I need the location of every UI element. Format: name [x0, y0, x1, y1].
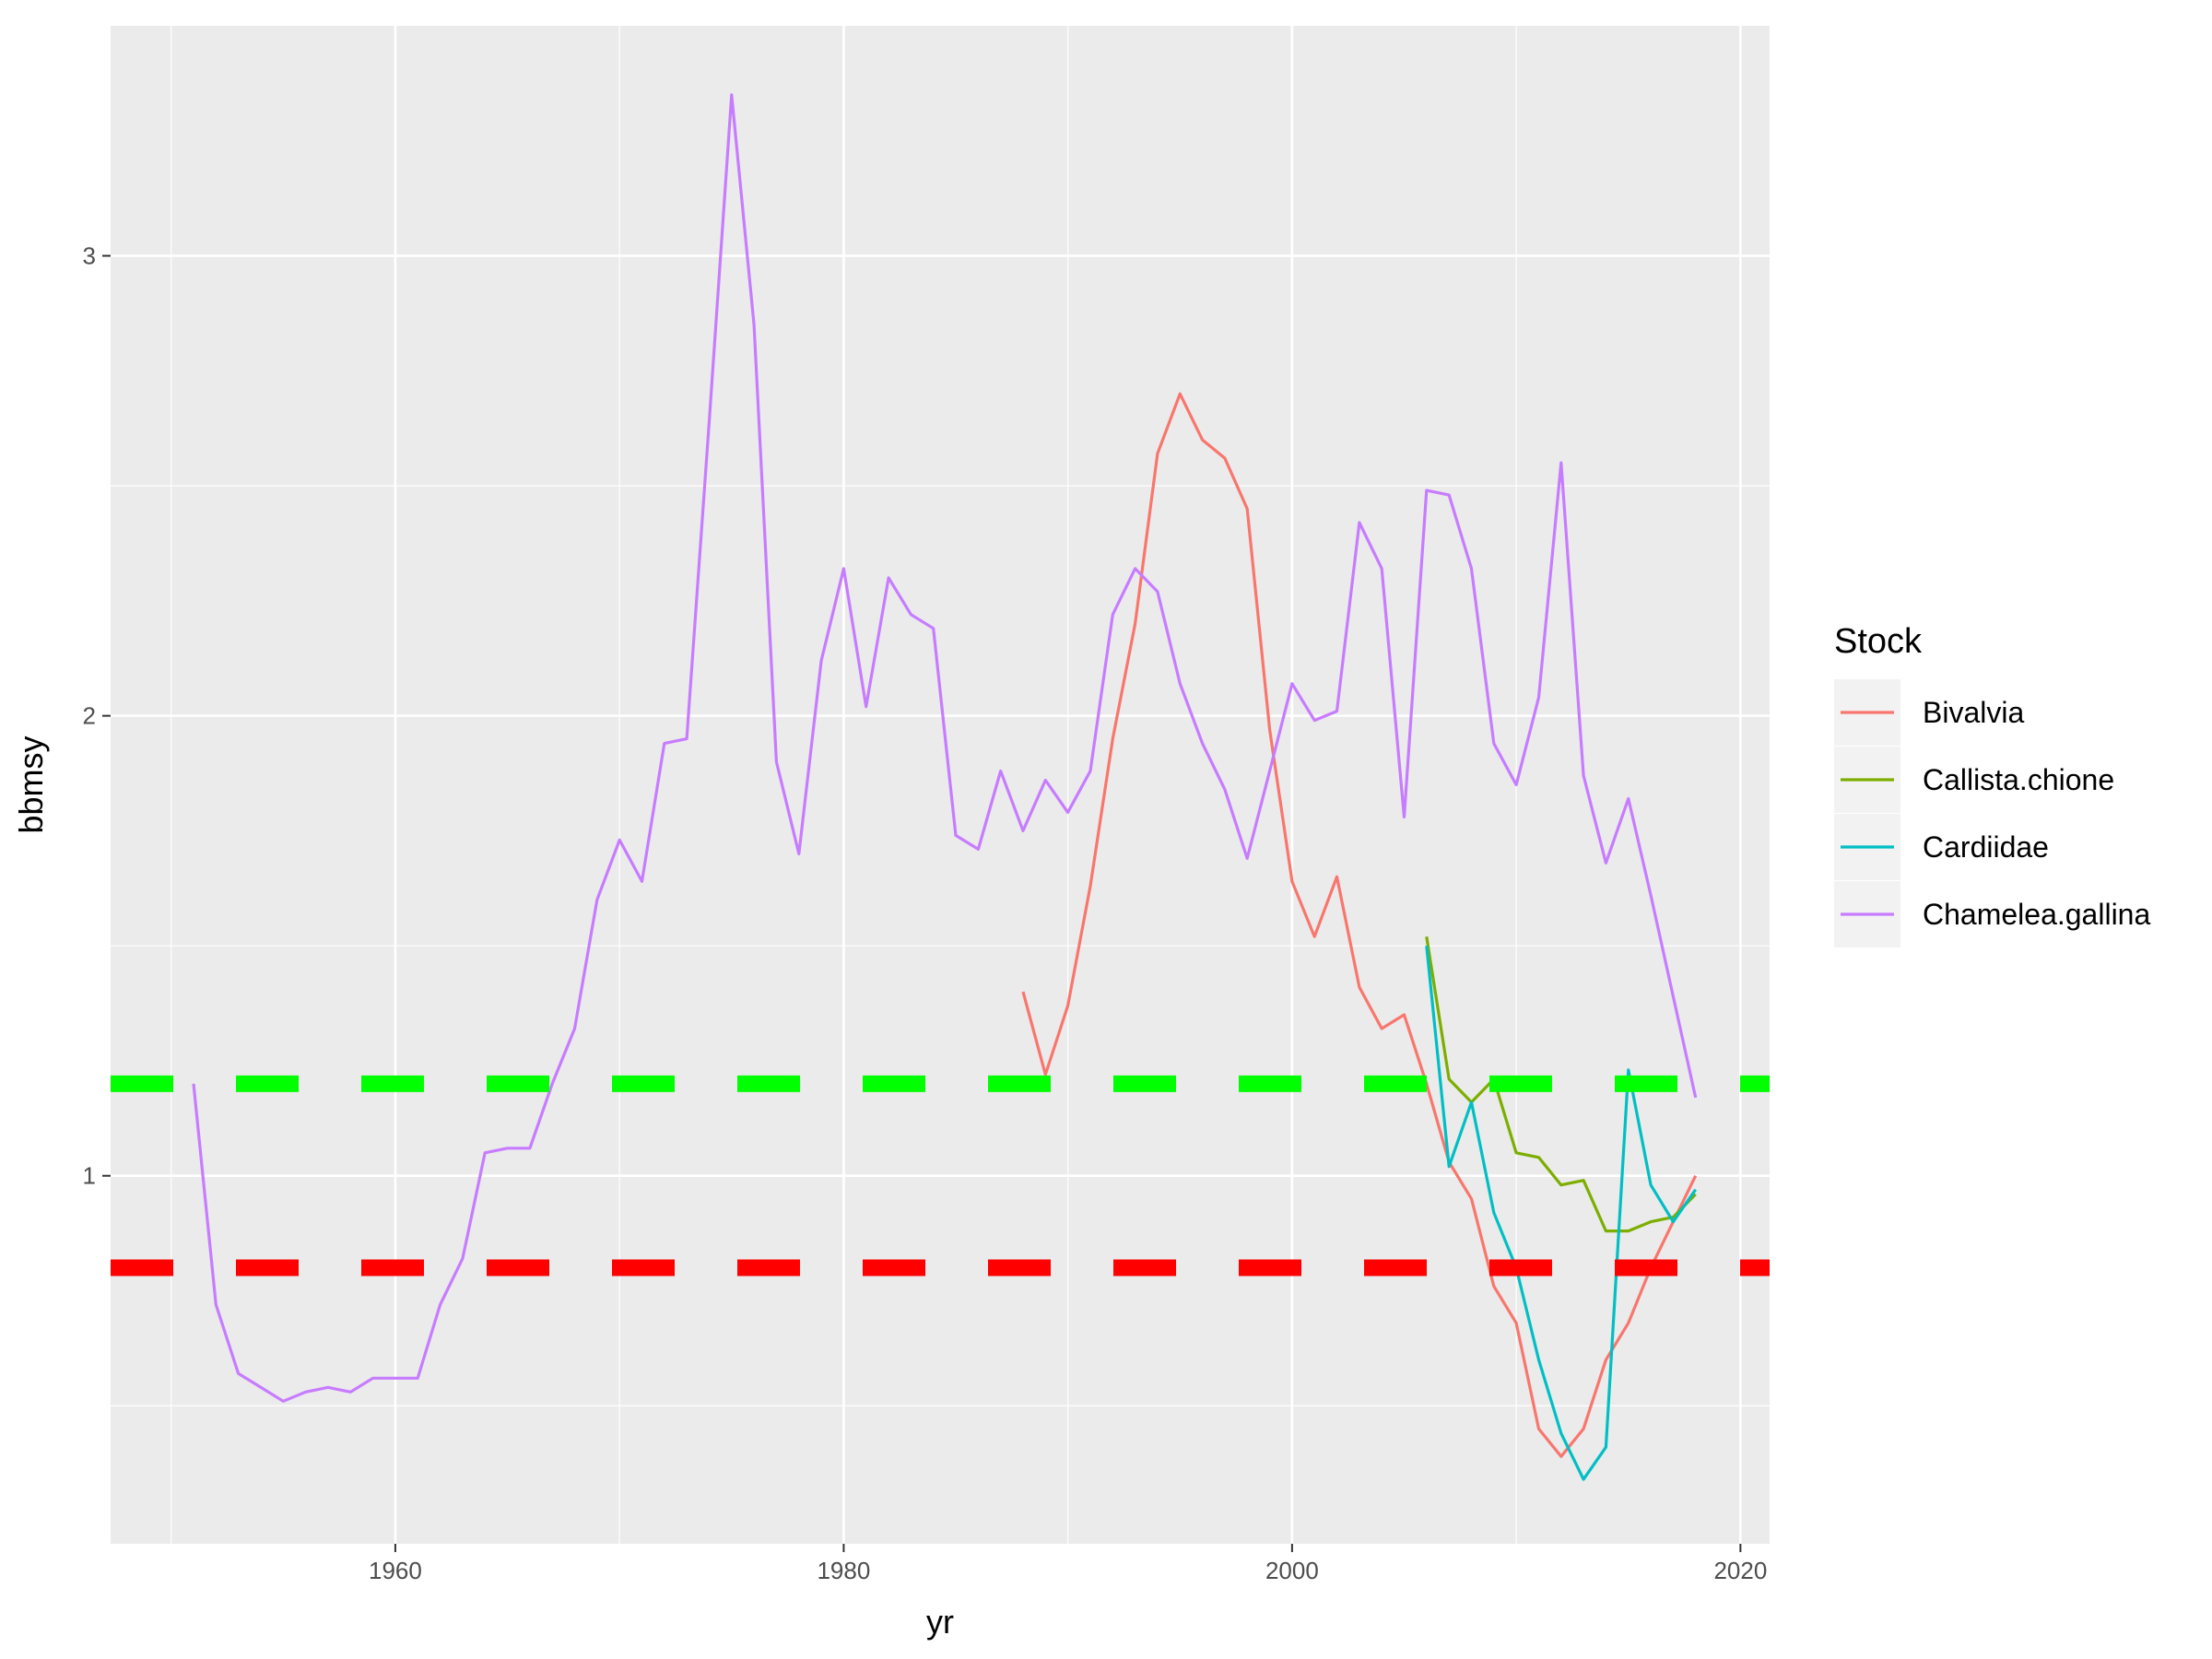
legend-title: Stock [1834, 622, 1923, 661]
legend-label: Bivalvia [1923, 696, 2024, 729]
x-tick-label: 1980 [817, 1557, 870, 1584]
y-tick-labels: 1 2 3 [83, 242, 96, 1190]
legend-label: Chamelea.gallina [1923, 898, 2150, 931]
series-line-cardiidae [1425, 946, 1698, 1481]
series-line-bivalvia [1021, 392, 1698, 1458]
axis-ticks [102, 254, 1742, 1552]
plot-panel [111, 26, 1770, 1544]
legend-label: Cardiidae [1923, 830, 2049, 864]
y-tick-label: 2 [83, 702, 96, 730]
reference-lines [111, 1075, 1770, 1277]
x-axis-title: yr [926, 1603, 954, 1641]
legend: Stock Bivalvia Callista.chione Cardiidae Ch… [1834, 622, 2150, 947]
legend-label: Callista.chione [1923, 763, 2114, 796]
x-tick-label: 2000 [1265, 1557, 1319, 1584]
y-axis-title: bbmsy [12, 735, 50, 833]
grid-minor [111, 26, 1770, 1544]
legend-entries: Bivalvia Callista.chione Cardiidae Chamelea… [1834, 679, 2150, 947]
x-tick-label: 1960 [369, 1557, 422, 1584]
x-tick-label: 2020 [1713, 1557, 1767, 1584]
y-tick-label: 1 [83, 1162, 96, 1190]
series-layer [192, 93, 1698, 1481]
y-tick-label: 3 [83, 242, 96, 270]
x-tick-labels: 1960 1980 2000 2020 [369, 1557, 1767, 1584]
series-line-chamelea-gallina [192, 93, 1698, 1403]
grid-major [111, 26, 1770, 1544]
